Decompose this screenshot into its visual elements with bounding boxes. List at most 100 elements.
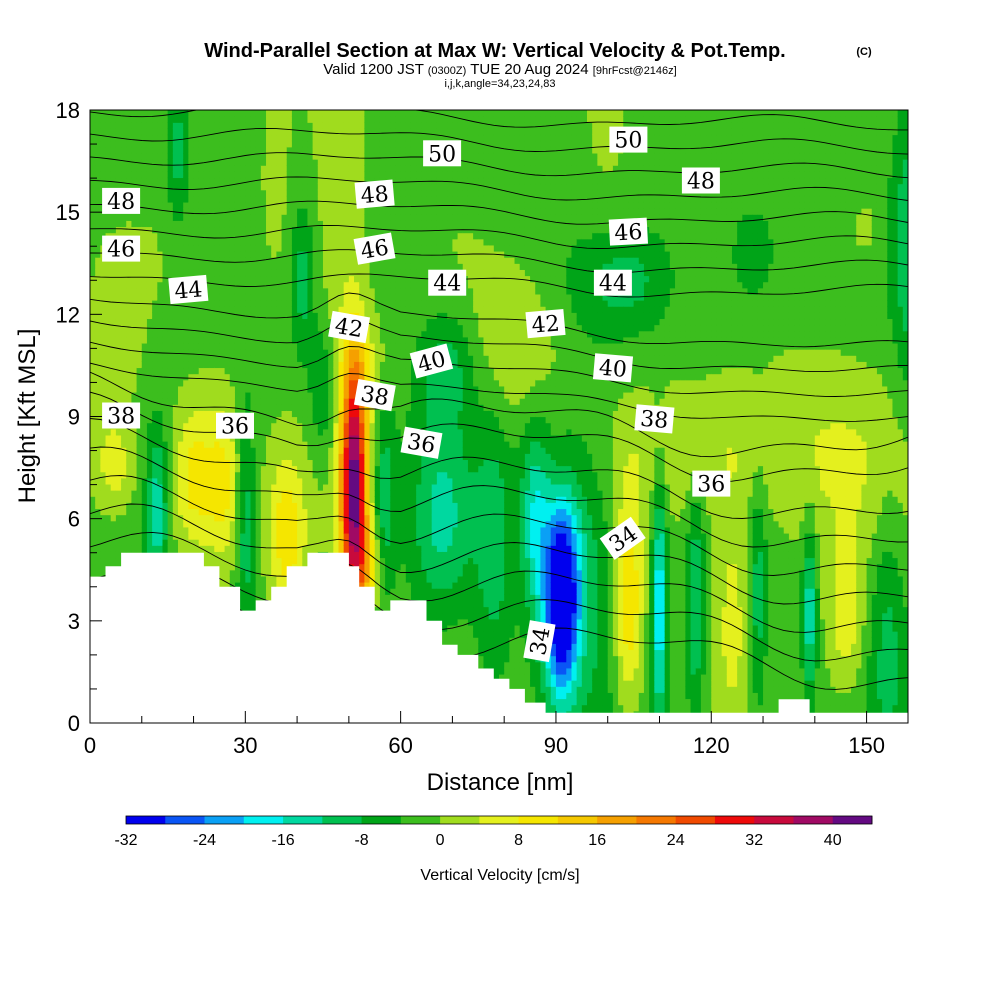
velocity-cell <box>110 428 117 436</box>
velocity-cell <box>172 490 179 497</box>
velocity-cell <box>131 336 138 344</box>
velocity-cell <box>255 177 262 185</box>
velocity-cell <box>276 342 283 350</box>
velocity-cell <box>198 189 205 197</box>
velocity-cell <box>209 391 215 399</box>
velocity-cell <box>245 373 252 381</box>
velocity-cell <box>245 588 252 595</box>
velocity-cell <box>131 214 138 221</box>
velocity-cell <box>245 208 252 215</box>
velocity-cell <box>183 244 189 252</box>
velocity-cell <box>260 367 267 375</box>
velocity-cell <box>90 287 96 295</box>
velocity-cell <box>157 342 164 350</box>
velocity-cell <box>105 373 112 381</box>
velocity-cell <box>317 263 324 270</box>
velocity-cell <box>209 539 215 546</box>
velocity-cell <box>115 214 122 221</box>
velocity-cell <box>193 263 200 270</box>
velocity-cell <box>183 502 189 510</box>
velocity-cell <box>338 539 345 546</box>
velocity-cell <box>276 373 283 381</box>
velocity-cell <box>302 410 309 418</box>
velocity-cell <box>126 428 133 436</box>
velocity-cell <box>203 165 210 172</box>
velocity-cell <box>266 306 272 313</box>
velocity-cell <box>224 391 231 399</box>
velocity-cell <box>183 447 189 454</box>
velocity-cell <box>328 465 334 473</box>
velocity-cell <box>172 385 179 393</box>
velocity-cell <box>307 520 314 528</box>
velocity-cell <box>302 312 309 320</box>
velocity-cell <box>214 361 221 369</box>
velocity-cell <box>198 330 205 338</box>
velocity-cell <box>297 263 303 270</box>
velocity-cell <box>312 146 319 154</box>
velocity-cell <box>312 514 319 522</box>
velocity-cell <box>209 177 215 185</box>
velocity-cell <box>110 287 117 295</box>
velocity-cell <box>121 140 127 148</box>
velocity-cell <box>105 318 112 326</box>
velocity-cell <box>214 373 221 381</box>
velocity-cell <box>105 214 112 221</box>
velocity-cell <box>250 496 257 503</box>
velocity-cell <box>245 514 252 522</box>
velocity-cell <box>328 195 334 203</box>
velocity-cell <box>90 465 96 473</box>
velocity-cell <box>229 391 236 399</box>
velocity-cell <box>322 422 329 430</box>
velocity-cell <box>193 539 200 546</box>
velocity-cell <box>105 140 112 148</box>
velocity-cell <box>188 539 195 546</box>
velocity-cell <box>152 410 158 418</box>
velocity-cell <box>312 318 319 326</box>
velocity-cell <box>317 281 324 289</box>
velocity-cell <box>167 128 174 136</box>
velocity-cell <box>110 152 117 160</box>
velocity-cell <box>250 189 257 197</box>
velocity-cell <box>271 165 277 172</box>
velocity-cell <box>224 122 231 129</box>
velocity-cell <box>302 526 309 534</box>
velocity-cell <box>214 306 221 313</box>
velocity-cell <box>198 183 205 191</box>
velocity-cell <box>255 569 262 577</box>
velocity-cell <box>100 159 107 166</box>
velocity-cell <box>281 434 288 442</box>
velocity-cell <box>271 257 277 264</box>
velocity-cell <box>95 520 101 528</box>
velocity-cell <box>214 398 221 405</box>
velocity-cell <box>338 349 345 356</box>
velocity-cell <box>276 214 283 221</box>
velocity-cell <box>271 232 277 240</box>
velocity-cell <box>281 361 288 369</box>
velocity-cell <box>250 140 257 148</box>
velocity-cell <box>312 496 319 503</box>
velocity-cell <box>167 342 174 350</box>
velocity-cell <box>121 539 127 546</box>
velocity-cell <box>281 471 288 479</box>
velocity-cell <box>172 312 179 320</box>
velocity-cell <box>214 312 221 320</box>
velocity-cell <box>250 226 257 234</box>
velocity-cell <box>224 373 231 381</box>
velocity-cell <box>157 134 164 142</box>
velocity-cell <box>203 208 210 215</box>
velocity-cell <box>193 532 200 540</box>
velocity-cell <box>281 379 288 387</box>
velocity-cell <box>297 483 303 491</box>
velocity-cell <box>178 361 184 369</box>
velocity-cell <box>146 226 153 234</box>
velocity-cell <box>100 355 107 362</box>
velocity-cell <box>266 545 272 552</box>
velocity-cell <box>214 128 221 136</box>
velocity-cell <box>281 275 288 283</box>
velocity-cell <box>121 471 127 479</box>
velocity-cell <box>245 263 252 270</box>
velocity-cell <box>105 165 112 172</box>
velocity-cell <box>100 275 107 283</box>
velocity-cell <box>260 159 267 166</box>
velocity-cell <box>276 526 283 534</box>
